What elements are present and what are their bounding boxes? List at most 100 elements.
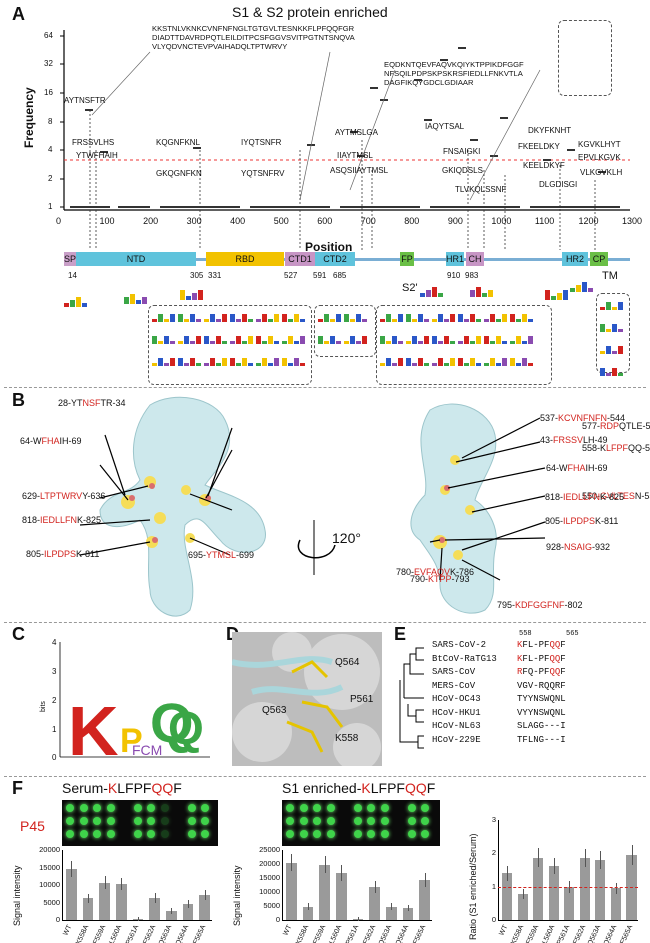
domain-position: 527: [284, 271, 298, 280]
logo-glyph: [516, 336, 521, 344]
logo-glyph: [324, 341, 329, 344]
logo-glyph: [612, 307, 617, 310]
epitope-label-part: K: [600, 443, 607, 453]
svg-text:FCM: FCM: [132, 742, 162, 758]
array-spot: [106, 804, 115, 812]
logo-glyph: [490, 358, 495, 366]
bar: [419, 880, 431, 920]
epitope-label-part: RDP: [600, 421, 620, 431]
bar: [517, 894, 528, 920]
sequence-logo-thumbnail: [152, 354, 176, 366]
logo-glyph: [476, 287, 481, 297]
title-part: K: [361, 780, 371, 796]
epitope-label-part: ILPDPS: [44, 549, 77, 559]
array-spot: [79, 804, 88, 812]
y-tick: 8: [48, 117, 53, 126]
logo-glyph: [502, 314, 507, 322]
logo-glyph: [470, 290, 475, 297]
logo-glyph: [164, 363, 169, 366]
logo-glyph: [76, 297, 81, 307]
y-tick: 0: [491, 915, 496, 924]
alignment-residue: F: [544, 653, 550, 664]
logo-glyph: [510, 358, 515, 366]
array-spot: [147, 817, 155, 825]
sequence-logo-thumbnail: [204, 310, 228, 322]
logo-glyph: [184, 336, 189, 344]
sequence-logo-thumbnail: [282, 354, 306, 366]
protein-surface-structures: [79, 396, 546, 617]
array-spot: [133, 830, 142, 838]
title-part: LFPF: [370, 780, 405, 796]
epitope-label-part: -793: [451, 574, 470, 584]
logo-glyph: [510, 314, 515, 322]
y-tick: 2: [48, 174, 53, 183]
logo-glyph: [496, 363, 501, 366]
bar: [66, 869, 77, 920]
alignment-residue: -: [533, 640, 539, 650]
error-bar: [615, 882, 617, 895]
x-tick-label: WT: [498, 924, 510, 937]
alignment-residue: Q: [549, 680, 555, 691]
epitope-label-part: -34: [112, 398, 126, 408]
logo-glyph: [444, 363, 449, 366]
domain-ctd2: CTD2: [315, 252, 355, 266]
sequence-logo-thumbnail: [230, 310, 254, 322]
alignment-residue: V: [517, 680, 523, 691]
logo-glyph: [216, 336, 221, 344]
sequence-logo-thumbnail: [318, 310, 342, 322]
logo-glyph: [438, 358, 443, 366]
logo-glyph: [152, 336, 157, 344]
alignment-residue: Q: [544, 680, 550, 691]
logo-glyph: [158, 314, 163, 322]
logo-glyph: [470, 314, 475, 322]
y-tick: 20000: [259, 859, 280, 868]
epitope-label-part: EVFAQV: [414, 567, 451, 577]
alignment-residue: L: [527, 653, 534, 664]
sequence-logo-thumbnail: [406, 332, 430, 344]
epitope-label-part: GVLTES: [600, 491, 635, 501]
logo-glyph: [324, 314, 329, 322]
x-axis-line: [62, 920, 212, 921]
array-spot: [160, 804, 169, 812]
sequence-logo-thumbnail: [570, 280, 594, 292]
array-spot: [286, 830, 294, 838]
bar: [386, 906, 397, 920]
alignment-residue: -: [554, 734, 561, 745]
svg-text:K: K: [68, 692, 119, 770]
sequence-logo-thumbnail: [432, 332, 456, 344]
epitope-label: 790-KTPP-793: [410, 574, 470, 584]
epitope-label-part: -932: [592, 542, 611, 552]
sequence-logo-thumbnail: [256, 354, 280, 366]
epitope-label: 805-ILPDPSK-811: [545, 516, 618, 526]
alignment-sequence: VYYNSWQNL: [517, 708, 566, 718]
epitope-label-part: K: [450, 567, 457, 577]
alignment-residue: -: [533, 680, 539, 691]
peptide-label: YTWFHAIH: [76, 151, 118, 160]
array-spot: [106, 830, 115, 838]
epitope-label-part: KDFGGFNF: [515, 600, 565, 610]
logo-glyph: [274, 341, 279, 344]
logo-glyph: [484, 363, 489, 366]
peptide-label: FRSSVLHS: [72, 138, 115, 147]
error-bar: [188, 900, 190, 909]
divider: [4, 387, 646, 388]
logo-glyph: [242, 358, 247, 366]
error-bar: [88, 893, 90, 903]
logo-glyph: [242, 314, 247, 322]
logo-glyph: [152, 319, 157, 322]
array-spot: [367, 830, 375, 838]
epitope-label-part: LH: [583, 435, 595, 445]
epitope-label-part: ILPDPS: [563, 516, 596, 526]
logo-glyph: [362, 336, 367, 344]
title-part: S1 enriched-: [282, 780, 362, 796]
logo-glyph: [444, 336, 449, 344]
alignment-residue: Q: [554, 653, 561, 664]
sequence-logo-thumbnail: [600, 298, 624, 310]
sequence-logo-thumbnail: [204, 332, 228, 344]
logo-glyph: [124, 297, 129, 304]
epitope-label-part: -544: [607, 413, 626, 423]
array-spot: [93, 817, 101, 825]
bar: [116, 883, 127, 920]
domain-position: 591: [313, 271, 327, 280]
alignment-residue: Q: [549, 640, 555, 650]
